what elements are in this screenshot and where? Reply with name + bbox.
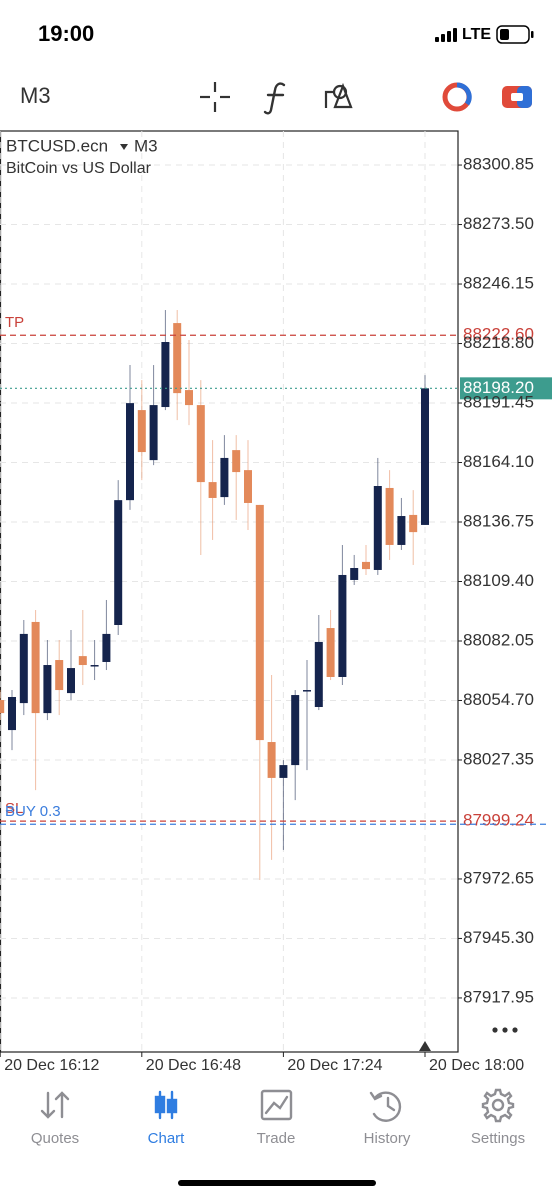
price-level-label: 88198.20 xyxy=(463,378,534,397)
chart-timeframe: M3 xyxy=(134,136,158,155)
price-level-label: 88222.60 xyxy=(463,325,534,344)
x-tick-label: 20 Dec 16:48 xyxy=(146,1057,241,1074)
signal-icon xyxy=(435,28,457,42)
y-tick-label: 88300.85 xyxy=(463,155,534,174)
y-tick-label: 88191.45 xyxy=(463,392,534,411)
history-icon[interactable] xyxy=(369,1091,402,1122)
chart-symbol: BTCUSD.ecn xyxy=(6,136,108,155)
price-level-label: 87999.24 xyxy=(463,811,534,830)
toolbar-timeframe[interactable]: M3 xyxy=(20,83,51,108)
candle-body xyxy=(19,633,28,704)
price-level-name: SL xyxy=(5,800,23,817)
y-tick-label: 88136.75 xyxy=(463,511,534,530)
x-tick-label: 20 Dec 18:00 xyxy=(429,1057,524,1074)
price-level-name: BUY 0.3 xyxy=(5,803,61,820)
plot-frame xyxy=(0,130,459,1053)
candle-body xyxy=(67,668,75,694)
y-tick-label: 87917.95 xyxy=(463,987,534,1006)
objects-button[interactable] xyxy=(324,82,353,109)
candle-body xyxy=(43,665,52,714)
y-tick-label: 87945.30 xyxy=(463,928,534,947)
candle-body xyxy=(8,696,16,731)
candle-body xyxy=(279,765,288,778)
status-network: LTE xyxy=(462,26,491,43)
x-tick-label: 20 Dec 17:24 xyxy=(287,1057,382,1074)
candle-body xyxy=(208,482,217,498)
y-tick-label: 88218.80 xyxy=(463,333,534,352)
trading-signals-button[interactable] xyxy=(442,82,472,112)
y-tick-label: 88246.15 xyxy=(463,274,534,293)
candle-body xyxy=(267,742,276,778)
indicators-button[interactable] xyxy=(263,82,286,115)
candle-body xyxy=(291,695,300,766)
candle-body xyxy=(196,405,205,483)
candle-body xyxy=(137,410,146,453)
axes-layer: 88300.85 88273.50 88246.15 88218.80 88191.45… xyxy=(0,155,534,1074)
candle-body xyxy=(338,574,347,677)
candle-body xyxy=(326,628,335,677)
tab-label[interactable]: Settings xyxy=(471,1130,525,1147)
candle-body xyxy=(55,660,64,691)
chart-icon[interactable] xyxy=(154,1090,178,1120)
crosshair-button[interactable] xyxy=(200,82,230,112)
y-tick-label: 88027.35 xyxy=(463,749,534,768)
y-tick-label: 87972.65 xyxy=(463,868,534,887)
chart-description: BitCoin vs US Dollar xyxy=(6,160,152,177)
price-level-name: TP xyxy=(5,314,24,331)
candle-body xyxy=(126,403,134,501)
candle-body xyxy=(185,390,193,406)
settings-icon[interactable] xyxy=(481,1088,515,1123)
price-level-label-bg xyxy=(460,810,552,833)
candle-body xyxy=(303,690,311,692)
levels-layer: TP 88222.60 88198.20 SL 87999.24 BUY 0.3 xyxy=(0,314,552,833)
candle-body xyxy=(0,700,5,714)
home-indicator xyxy=(178,1180,376,1186)
candles-layer xyxy=(0,310,429,880)
quotes-icon[interactable] xyxy=(40,1091,70,1119)
price-level-label-bg xyxy=(460,377,552,400)
tab-label[interactable]: Chart xyxy=(148,1130,186,1147)
candle-body xyxy=(244,470,252,503)
candle-body xyxy=(255,504,264,741)
candle-body xyxy=(350,568,359,580)
price-level-label-bg xyxy=(460,324,552,347)
candle-body xyxy=(102,633,111,662)
x-tick-label: 20 Dec 16:12 xyxy=(4,1057,99,1074)
trade-icon[interactable] xyxy=(260,1089,293,1121)
last-bar-marker xyxy=(419,1041,431,1051)
tab-labels: Quotes Chart Trade History Settings xyxy=(31,1130,525,1147)
candle-body xyxy=(161,341,170,408)
candle-body xyxy=(397,516,406,545)
y-tick-label: 88082.05 xyxy=(463,630,534,649)
candle-body xyxy=(232,450,241,473)
trade-app-button[interactable] xyxy=(502,86,532,108)
more-button[interactable] xyxy=(492,1027,518,1033)
y-tick-label: 88054.70 xyxy=(463,690,534,709)
candle-body xyxy=(114,500,123,625)
candle-body xyxy=(90,665,99,667)
tab-label[interactable]: History xyxy=(364,1130,411,1147)
status-time: 19:00 xyxy=(38,21,94,46)
battery-icon xyxy=(496,25,534,44)
tab-label[interactable]: Quotes xyxy=(31,1130,79,1147)
y-tick-label: 88164.10 xyxy=(463,452,534,471)
candle-body xyxy=(421,388,429,525)
candle-body xyxy=(173,323,182,394)
candle-body xyxy=(149,405,158,461)
tab-label[interactable]: Trade xyxy=(257,1130,296,1147)
candle-body xyxy=(385,487,394,545)
candle-body xyxy=(373,486,382,570)
y-tick-label: 88109.40 xyxy=(463,571,534,590)
candle-body xyxy=(314,641,323,708)
candle-body xyxy=(362,561,370,570)
candle-body xyxy=(409,514,418,533)
y-tick-label: 88273.50 xyxy=(463,214,534,233)
candle-body xyxy=(220,457,229,498)
tab-icons xyxy=(40,1088,515,1123)
symbol-dropdown-icon[interactable] xyxy=(120,144,128,150)
candle-body xyxy=(31,621,40,714)
candle-body xyxy=(78,656,87,666)
